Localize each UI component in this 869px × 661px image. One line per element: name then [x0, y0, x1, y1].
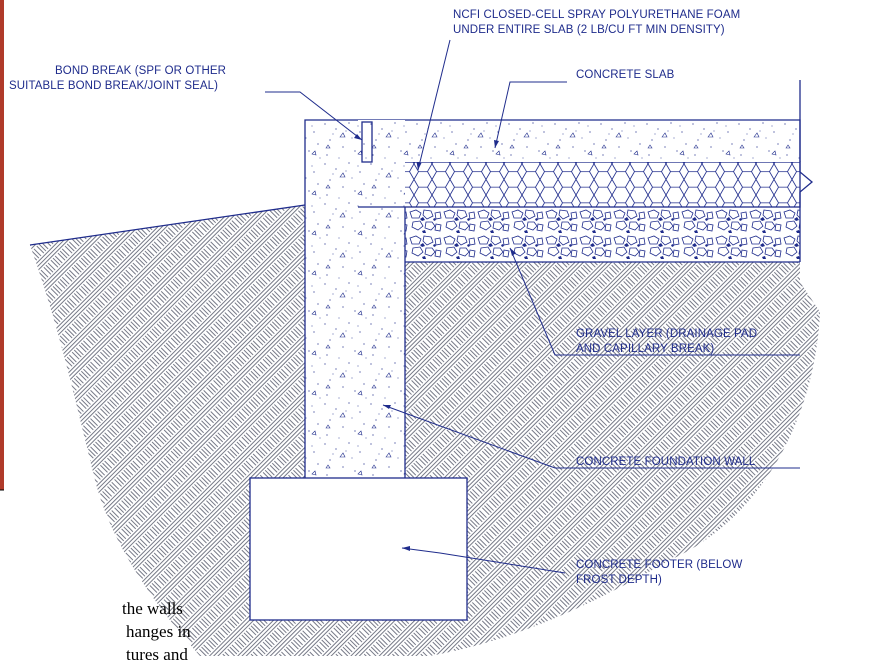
page-accent-bar	[0, 0, 4, 490]
bond-break-strip	[361, 121, 373, 163]
label-footer-line1: CONCRETE FOOTER (BELOW	[576, 559, 742, 571]
label-spray-foam-line1: NCFI CLOSED-CELL SPRAY POLYURETHANE FOAM	[453, 9, 740, 21]
label-footer-line2: FROST DEPTH)	[576, 574, 662, 586]
body-text-line3: tures and	[126, 645, 188, 661]
label-bond-break-line2: SUITABLE BOND BREAK/JOINT SEAL)	[9, 80, 218, 92]
soil-earth	[30, 205, 820, 656]
body-text-line1: the walls	[122, 599, 183, 618]
concrete-footer	[250, 478, 467, 620]
label-bond-break-line1: BOND BREAK (SPF OR OTHER	[55, 65, 226, 77]
label-foundation-wall: CONCRETE FOUNDATION WALL	[576, 456, 756, 468]
grade-line	[29, 204, 306, 246]
label-gravel-line1: GRAVEL LAYER (DRAINAGE PAD	[576, 328, 757, 340]
label-concrete-slab: CONCRETE SLAB	[576, 69, 675, 81]
leader-lines	[265, 39, 800, 574]
slab-break-line	[799, 120, 814, 262]
body-text-line2: hanges in	[126, 622, 191, 641]
label-gravel-line2: AND CAPILLARY BREAK)	[576, 343, 714, 355]
label-spray-foam-line2: UNDER ENTIRE SLAB (2 LB/CU FT MIN DENSIT…	[453, 24, 725, 36]
